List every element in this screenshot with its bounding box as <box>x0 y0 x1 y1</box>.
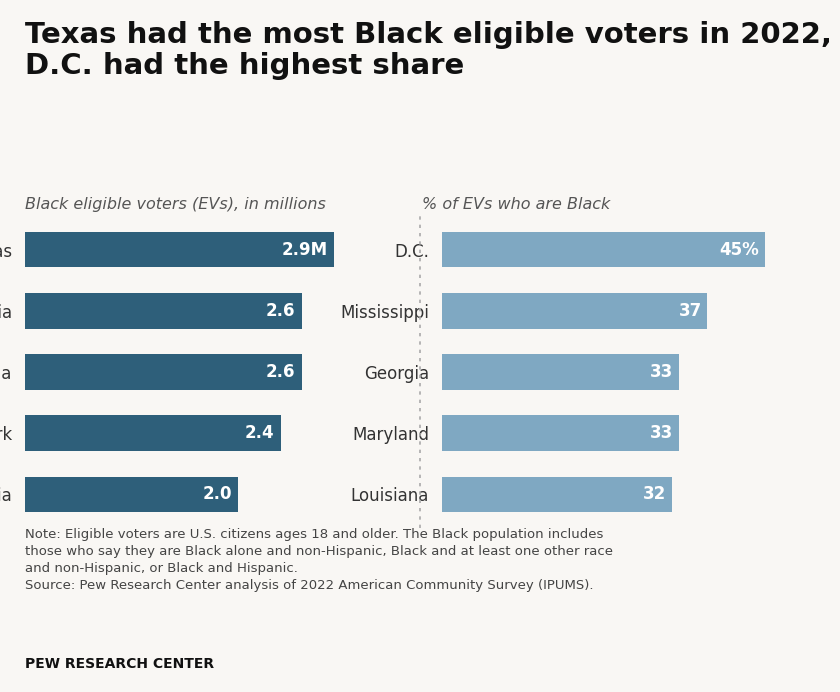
Text: 33: 33 <box>649 363 673 381</box>
Text: 2.6: 2.6 <box>266 363 296 381</box>
Text: Note: Eligible voters are U.S. citizens ages 18 and older. The Black population : Note: Eligible voters are U.S. citizens … <box>25 528 613 592</box>
Bar <box>443 354 679 390</box>
Bar <box>443 293 707 329</box>
Text: 33: 33 <box>649 424 673 442</box>
Text: 2.0: 2.0 <box>202 486 232 504</box>
Text: 32: 32 <box>643 486 666 504</box>
Bar <box>25 354 302 390</box>
Text: 37: 37 <box>679 302 701 320</box>
Bar <box>25 415 281 451</box>
Bar <box>25 477 238 512</box>
Text: Black eligible voters (EVs), in millions: Black eligible voters (EVs), in millions <box>25 197 326 212</box>
Text: PEW RESEARCH CENTER: PEW RESEARCH CENTER <box>25 657 214 671</box>
Bar <box>25 232 333 267</box>
Bar <box>25 293 302 329</box>
Text: Texas had the most Black eligible voters in 2022, but
D.C. had the highest share: Texas had the most Black eligible voters… <box>25 21 840 80</box>
Bar <box>443 477 671 512</box>
Text: % of EVs who are Black: % of EVs who are Black <box>422 197 610 212</box>
Bar <box>443 415 679 451</box>
Text: 2.6: 2.6 <box>266 302 296 320</box>
Text: 2.4: 2.4 <box>244 424 274 442</box>
Text: 45%: 45% <box>719 241 759 259</box>
Bar <box>443 232 764 267</box>
Text: 2.9M: 2.9M <box>281 241 328 259</box>
